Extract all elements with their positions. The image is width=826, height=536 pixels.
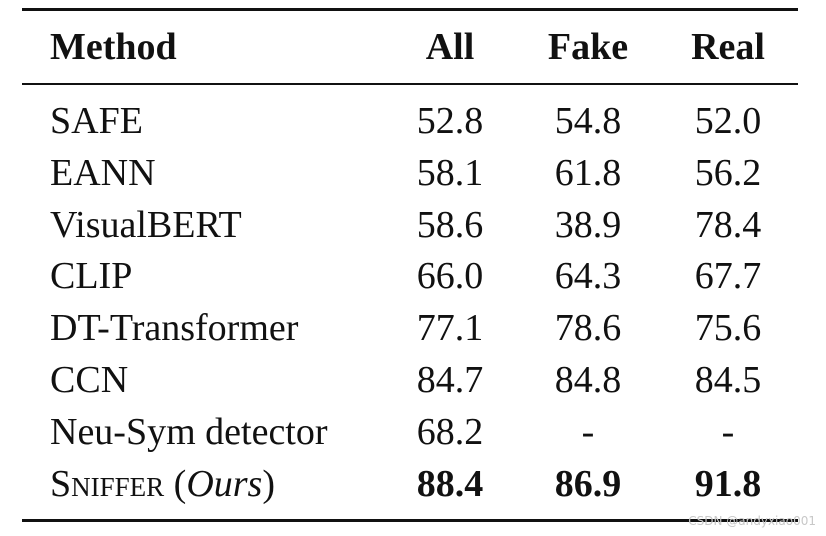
value-cell: 84.8: [554, 359, 622, 401]
header-cell: Real: [691, 26, 765, 68]
header-cell: Fake: [547, 26, 629, 68]
header-cell: All: [425, 26, 475, 68]
value-cell: 58.1: [416, 151, 484, 194]
value-cell: 38.9: [554, 203, 622, 246]
value-cell: 64.3: [554, 255, 622, 298]
method-cell: SAFE: [50, 100, 143, 142]
value-cell: 78.4: [694, 203, 762, 246]
header-cell: Method: [50, 26, 177, 68]
value-cell: 58.6: [416, 203, 484, 246]
mid-rule: [22, 83, 798, 85]
value-cell: 52.0: [694, 100, 762, 142]
value-cell: 61.8: [554, 151, 622, 194]
method-cell: EANN: [50, 151, 156, 194]
value-cell: 54.8: [554, 100, 622, 142]
method-cell: CLIP: [50, 255, 133, 298]
value-cell: 56.2: [694, 151, 762, 194]
method-cell: VisualBERT: [50, 203, 242, 246]
top-rule: [22, 8, 798, 11]
method-part: ): [262, 462, 276, 505]
method-cell: DT-Transformer: [50, 307, 299, 350]
value-cell: 52.8: [416, 100, 484, 142]
value-cell: 77.1: [416, 307, 484, 350]
method-part: (: [164, 462, 187, 505]
value-cell: -: [581, 410, 595, 453]
value-cell: 88.4: [416, 462, 484, 505]
value-cell: 67.7: [694, 255, 762, 298]
value-cell: 66.0: [416, 255, 484, 298]
method-cell: Sniffer (Ours): [50, 462, 275, 506]
watermark: CSDN @andyxiao001: [688, 514, 816, 528]
value-cell: -: [721, 410, 735, 453]
value-cell: 91.8: [694, 462, 762, 505]
value-cell: 86.9: [554, 462, 622, 505]
method-cell: Neu-Sym detector: [50, 410, 328, 453]
method-part: Ours: [186, 462, 263, 505]
value-cell: 75.6: [694, 307, 762, 350]
value-cell: 78.6: [554, 307, 622, 350]
value-cell: 68.2: [416, 410, 484, 453]
method-part: Sniffer: [50, 462, 165, 505]
bottom-rule: [22, 519, 798, 522]
value-cell: 84.5: [694, 359, 762, 401]
value-cell: 84.7: [416, 359, 484, 401]
method-cell: CCN: [50, 359, 129, 401]
